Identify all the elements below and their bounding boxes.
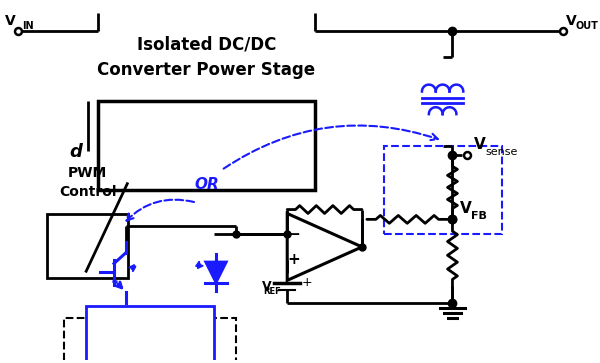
Text: OR: OR xyxy=(194,178,219,192)
Text: IN: IN xyxy=(23,21,34,32)
Text: d: d xyxy=(70,143,83,161)
Text: V: V xyxy=(5,13,16,28)
Text: PWM
Control: PWM Control xyxy=(59,166,116,199)
Text: V: V xyxy=(474,138,486,152)
Text: sense: sense xyxy=(485,147,517,158)
Text: REF: REF xyxy=(263,287,281,296)
Bar xyxy=(47,215,128,278)
Text: Isolated DC/DC
Converter Power Stage: Isolated DC/DC Converter Power Stage xyxy=(97,36,316,78)
Bar xyxy=(383,146,502,234)
Text: V: V xyxy=(262,280,271,293)
Text: +: + xyxy=(302,276,313,289)
Text: −: − xyxy=(288,227,301,242)
Text: +: + xyxy=(288,252,301,267)
Text: V: V xyxy=(566,13,577,28)
Text: FB: FB xyxy=(471,211,487,221)
Bar xyxy=(98,101,315,190)
Bar xyxy=(64,318,236,363)
Polygon shape xyxy=(205,262,227,283)
Text: V: V xyxy=(460,201,472,216)
Text: OUT: OUT xyxy=(575,21,598,32)
Bar xyxy=(86,306,214,363)
